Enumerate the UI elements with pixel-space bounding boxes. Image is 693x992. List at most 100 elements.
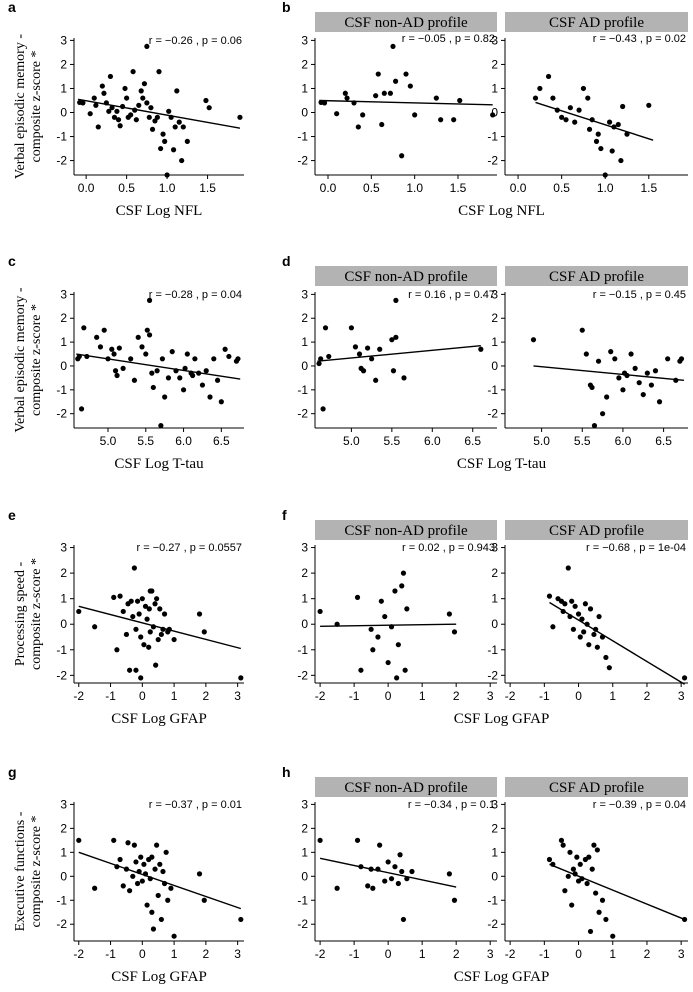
b1-point (403, 71, 409, 77)
d2-point (636, 380, 642, 386)
h2-point (577, 861, 583, 867)
c-point (226, 353, 232, 360)
h1-panel-letter: h (282, 764, 291, 780)
f2-x-tick-label: 2 (644, 689, 651, 703)
d1-x-tick-label: 6.5 (464, 434, 481, 448)
f1-panel-letter: f (282, 507, 287, 523)
b1-x-tick-label: 0.5 (363, 181, 380, 195)
e-point (238, 675, 244, 681)
f2-point (579, 616, 585, 622)
c-point (207, 394, 213, 400)
d1-point (322, 325, 329, 331)
g-point (111, 837, 117, 843)
f2-point (546, 593, 553, 599)
h1-point (388, 876, 395, 882)
c-point (97, 344, 104, 350)
a-panel-letter: a (8, 0, 16, 15)
h1-y-tick-label: 2 (301, 821, 308, 835)
f2-point (594, 644, 600, 650)
d2-point (652, 368, 659, 374)
h1-x-label: CSF Log GFAP (454, 969, 550, 985)
d2-y-tick-label: -1 (487, 383, 498, 397)
c-point (114, 372, 120, 379)
a-point (158, 145, 164, 152)
f1-x-tick-label: 0 (385, 689, 392, 703)
g-panel-letter: g (8, 764, 17, 780)
d2-y-tick-label: 1 (491, 335, 498, 349)
h2-annotation: r = −0.39 , p = 0.04 (593, 799, 686, 811)
d1-fit-line (317, 344, 481, 362)
d1-point (369, 356, 375, 362)
c-point (158, 423, 164, 429)
e-point (146, 644, 152, 650)
a-y-tick-label: -1 (56, 130, 67, 144)
h2-y-tick-label: -1 (487, 893, 498, 907)
c-point (182, 365, 188, 371)
c-point (211, 356, 217, 362)
h2-point (587, 928, 594, 935)
b1-panel-letter: b (282, 0, 291, 15)
e-y-tick-label: 3 (60, 541, 67, 555)
b2-point (572, 119, 578, 125)
a-point (156, 69, 162, 75)
g-point (138, 854, 144, 860)
f2-strip-label: CSF AD profile (549, 523, 644, 539)
h2-point (610, 933, 616, 939)
d1-y-tick-label: -1 (297, 383, 308, 397)
h1-y-tick-label: -1 (297, 893, 308, 907)
f2-y-tick-label: 2 (491, 566, 498, 580)
b2-point (545, 73, 552, 80)
g-point (149, 909, 155, 915)
a-y-tick-label: 0 (60, 106, 67, 120)
a-y-label-line1: Verbal episodic memory - (13, 34, 28, 179)
e-annotation: r = −0.27 , p = 0.0557 (137, 542, 243, 554)
b2-point (537, 85, 543, 92)
a-point (128, 112, 134, 118)
c-point (203, 368, 209, 374)
a-point (160, 131, 166, 137)
f1-point (392, 588, 398, 594)
f2-annotation: r = −0.68 , p = 1e-04 (586, 542, 686, 554)
g-point (134, 880, 141, 887)
a-point (170, 147, 177, 153)
b1-x-tick-label: 0.0 (320, 181, 337, 195)
b1-strip (315, 12, 497, 32)
b1-strip-label: CSF non-AD profile (344, 15, 468, 31)
h2-point (570, 866, 577, 872)
a-point (124, 95, 130, 101)
c-annotation: r = −0.28 , p = 0.04 (149, 289, 242, 301)
c-point (180, 387, 187, 393)
g-point (150, 926, 157, 932)
h1-strip (315, 777, 497, 797)
f1-point (370, 647, 376, 653)
a-point (166, 108, 172, 114)
b1-point (390, 43, 396, 50)
h2-y-tick-label: 3 (491, 797, 498, 811)
d2-point (616, 375, 622, 381)
a-point (237, 114, 243, 120)
f1-y-tick-label: 0 (301, 617, 308, 631)
h1-x-tick-label: 1 (419, 947, 426, 961)
h1-y-tick-label: 1 (301, 845, 308, 859)
a-point (162, 138, 168, 144)
d2-point (608, 349, 614, 355)
b1-y-tick-label: 3 (301, 33, 308, 47)
e-point (155, 636, 161, 643)
b1-point (407, 83, 413, 89)
e-point (146, 606, 152, 612)
f2-strip (505, 520, 688, 540)
f1-point (395, 642, 401, 648)
a-fit-line (77, 98, 241, 129)
d1-point (320, 406, 326, 412)
d2-point (620, 387, 626, 393)
e-point (157, 606, 163, 612)
h1-fit-line (319, 857, 457, 888)
a-point (95, 124, 101, 130)
c-point (184, 351, 190, 357)
c-point (149, 370, 155, 376)
f2-point (572, 603, 578, 609)
d2-point (644, 370, 650, 376)
h2-fit-line (549, 863, 685, 921)
a-point (206, 105, 212, 111)
